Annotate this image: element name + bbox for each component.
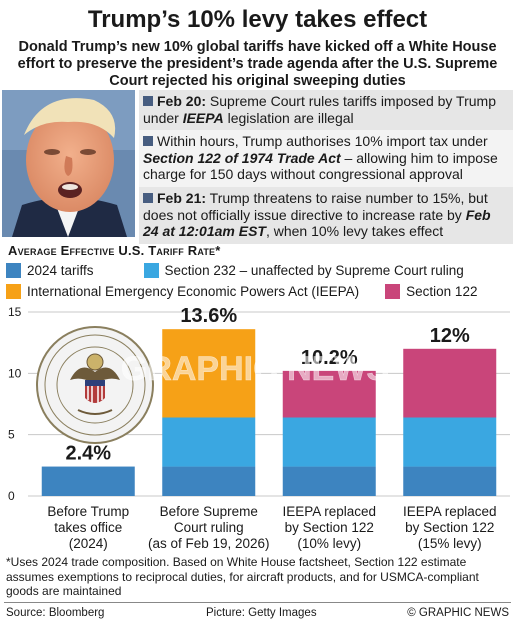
watermark-text: GRAPHIC NEWS (121, 350, 389, 388)
square-bullet-icon (143, 136, 153, 147)
bar-segment (282, 417, 376, 467)
event-within-hours: Within hours, Trump authorises 10% impor… (139, 130, 513, 187)
bar-segment (41, 466, 135, 496)
event-text: Supreme Court rules tariffs imposed by T… (143, 93, 496, 126)
event-emphasis: Feb 24 at 12:01am EST (143, 206, 491, 240)
legend-label: International Emergency Economic Powers … (27, 284, 360, 299)
bar-segment (282, 466, 376, 496)
event-text: legislation are illegal (223, 109, 354, 126)
y-tick-label: 5 (8, 428, 15, 442)
supreme-court-seal-icon (36, 326, 154, 444)
chart-title: Average Effective U.S. Tariff Rate* (8, 243, 221, 258)
legend-swatch (143, 263, 159, 278)
category-label: Before Supreme (160, 504, 258, 519)
category-label: takes office (54, 520, 122, 535)
category-label: IEEPA replaced (403, 504, 497, 519)
bar-segment (403, 348, 497, 418)
event-text: , when 10% levy takes effect (265, 223, 444, 240)
bar-segment (162, 329, 256, 418)
chart-legend: 2024 tariffs Section 232 – unaffected by… (6, 260, 511, 302)
event-date: Feb 20: (157, 93, 207, 109)
event-feb20: Feb 20: Supreme Court rules tariffs impo… (139, 90, 513, 131)
category-label: (2024) (69, 536, 108, 551)
bar-segment (162, 417, 256, 467)
footer-divider (4, 602, 511, 603)
legend-swatch (385, 284, 401, 299)
page-subtitle: Donald Trump’s new 10% global tariffs ha… (17, 39, 498, 89)
footnote: *Uses 2024 trade composition. Based on W… (6, 555, 479, 598)
category-label: (10% levy) (297, 536, 361, 551)
legend-item-ieepa: International Emergency Economic Powers … (6, 284, 359, 299)
bar-segment (403, 466, 497, 496)
event-text: Trump threatens to raise number to 15%, … (143, 189, 488, 223)
event-text: – allowing him to impose charge for 150 … (143, 149, 498, 183)
bar-segment (403, 417, 497, 467)
page-title: Trump’s 10% levy takes effect (87, 6, 428, 33)
event-feb21: Feb 21: Trump threatens to raise number … (139, 186, 513, 244)
legend-item-2024-tariffs: 2024 tariffs (6, 263, 94, 278)
category-label: (as of Feb 19, 2026) (148, 536, 270, 551)
legend-item-section-232: Section 232 – unaffected by Supreme Cour… (143, 263, 464, 278)
category-label: IEEPA replaced (282, 504, 376, 519)
category-label: (15% levy) (418, 536, 482, 551)
legend-label: Section 232 – unaffected by Supreme Cour… (164, 263, 464, 278)
legend-item-section-122: Section 122 (385, 284, 477, 299)
bar-segment (162, 466, 256, 496)
bar-segment (282, 370, 376, 418)
category-label: by Section 122 (405, 520, 494, 535)
bar-total-label: 2.4% (65, 443, 111, 465)
y-tick-label: 15 (8, 305, 22, 319)
event-emphasis: Section 122 of 1974 Trade Act (143, 149, 341, 166)
legend-label: Section 122 (406, 284, 478, 299)
event-emphasis: IEEPA (182, 109, 224, 126)
square-bullet-icon (143, 192, 153, 203)
timeline-events: Feb 20: Supreme Court rules tariffs impo… (139, 90, 513, 244)
publisher-credit: © GRAPHIC NEWS (407, 607, 509, 619)
legend-label: 2024 tariffs (27, 263, 94, 278)
event-text: Within hours, Trump authorises 10% impor… (157, 133, 488, 150)
bar-total-label: 13.6% (180, 305, 237, 327)
legend-swatch (6, 263, 21, 278)
category-label: Before Trump (47, 504, 129, 519)
bar-total-label: 12% (430, 325, 470, 347)
y-tick-label: 10 (8, 366, 22, 380)
bar-total-label: 10.2% (301, 347, 358, 369)
chart-bars (41, 329, 497, 496)
trump-photo (2, 90, 135, 237)
picture-credit: Picture: Getty Images (206, 607, 317, 619)
y-tick-label: 0 (8, 489, 15, 503)
square-bullet-icon (143, 96, 153, 106)
category-label: Court ruling (174, 520, 244, 535)
category-label: by Section 122 (285, 520, 374, 535)
event-date: Feb 21: (157, 189, 207, 206)
legend-swatch (6, 284, 21, 299)
source-credit: Source: Bloomberg (6, 607, 105, 619)
